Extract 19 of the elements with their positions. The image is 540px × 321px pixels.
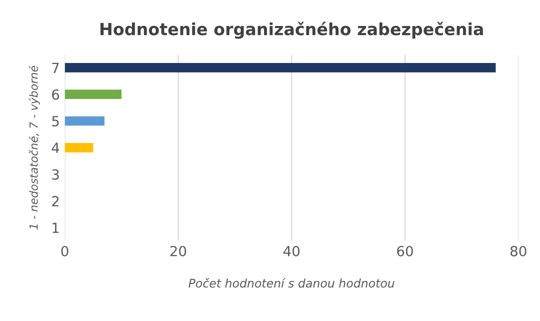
x-axis-title: Počet hodnotení s danou hodnotou	[188, 278, 394, 288]
y-tick-label: 4	[52, 142, 60, 153]
bar	[64, 142, 94, 152]
bar	[64, 116, 104, 126]
x-tick-label: 60	[397, 246, 413, 256]
y-tick-label: 3	[52, 169, 59, 180]
x-tick-label: 40	[283, 246, 300, 256]
x-tick-label: 80	[510, 246, 526, 256]
x-tick-label: 0	[61, 246, 68, 256]
x-tick-label: 20	[170, 246, 186, 256]
y-tick-label: 1	[52, 222, 59, 233]
y-tick-label: 5	[52, 116, 59, 126]
y-tick-label: 6	[52, 89, 60, 100]
y-tick-label: 7	[52, 62, 59, 73]
bar	[64, 63, 496, 72]
y-tick-label: 2	[52, 196, 59, 206]
y-axis-title: 1 - nedostatočné, 7 - výborné	[28, 66, 40, 230]
bar	[64, 90, 122, 100]
chart-title: Hodnotenie organizačného zabezpečenia	[100, 22, 483, 39]
